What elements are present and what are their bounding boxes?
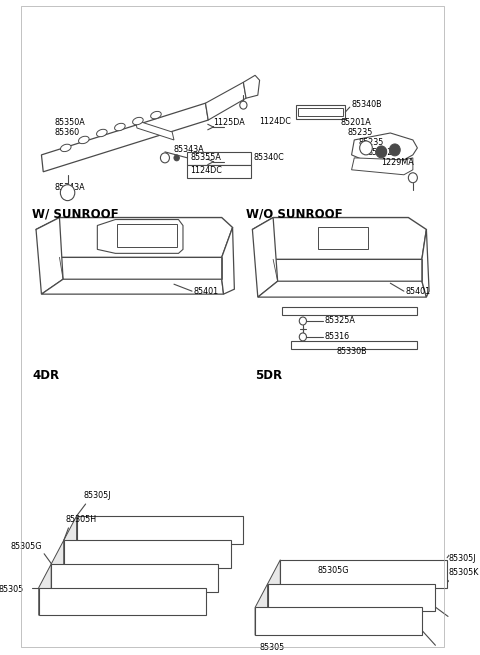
Text: 85305J: 85305J <box>84 491 111 500</box>
Ellipse shape <box>60 144 71 151</box>
Polygon shape <box>268 584 434 612</box>
Circle shape <box>240 101 247 109</box>
Polygon shape <box>36 217 233 257</box>
Polygon shape <box>243 75 260 98</box>
Text: 85340C: 85340C <box>253 153 284 162</box>
Bar <box>188 165 251 178</box>
Polygon shape <box>41 279 224 294</box>
Polygon shape <box>351 158 413 175</box>
Text: 85316: 85316 <box>324 332 349 341</box>
Polygon shape <box>351 133 418 162</box>
Polygon shape <box>222 227 234 294</box>
Polygon shape <box>51 540 64 591</box>
Text: W/O SUNROOF: W/O SUNROOF <box>246 208 343 221</box>
Text: 85355A: 85355A <box>190 153 221 162</box>
Circle shape <box>299 333 307 341</box>
Text: 1229MA: 1229MA <box>381 158 414 167</box>
Polygon shape <box>39 564 51 616</box>
Polygon shape <box>64 540 231 568</box>
Text: 1125DA: 1125DA <box>213 118 244 127</box>
Polygon shape <box>255 584 268 635</box>
Text: 85350A: 85350A <box>55 118 86 127</box>
Bar <box>299 108 343 116</box>
Polygon shape <box>77 516 243 544</box>
Text: 85235: 85235 <box>348 128 373 137</box>
Text: 85343A: 85343A <box>174 145 204 154</box>
Text: 85305K: 85305K <box>449 568 480 576</box>
Ellipse shape <box>151 111 161 119</box>
Bar <box>318 227 368 250</box>
Text: 1124DC: 1124DC <box>260 117 291 126</box>
Circle shape <box>408 173 418 183</box>
Text: 5DR: 5DR <box>255 369 282 382</box>
Polygon shape <box>258 281 426 297</box>
Text: 85202A: 85202A <box>368 148 399 157</box>
Text: 85305H: 85305H <box>66 515 97 524</box>
Text: 85360: 85360 <box>55 128 80 137</box>
Text: 85305: 85305 <box>0 585 24 593</box>
Text: 85305: 85305 <box>260 643 285 652</box>
Polygon shape <box>205 83 246 120</box>
Polygon shape <box>117 223 177 248</box>
Text: 1124DC: 1124DC <box>190 166 222 175</box>
Text: W/ SUNROOF: W/ SUNROOF <box>33 208 119 221</box>
Polygon shape <box>255 607 422 635</box>
Polygon shape <box>41 103 208 172</box>
Ellipse shape <box>132 117 143 124</box>
Circle shape <box>389 144 400 156</box>
Text: 85401: 85401 <box>406 287 431 296</box>
Polygon shape <box>280 560 447 588</box>
Text: 4DR: 4DR <box>33 369 60 382</box>
Polygon shape <box>268 560 280 612</box>
Polygon shape <box>64 516 77 568</box>
Text: 85235: 85235 <box>359 138 384 147</box>
Ellipse shape <box>79 136 89 143</box>
Circle shape <box>160 153 169 163</box>
Polygon shape <box>97 219 183 253</box>
Bar <box>296 105 345 119</box>
Polygon shape <box>135 120 174 140</box>
Text: 85201A: 85201A <box>341 118 372 127</box>
Text: 85343A: 85343A <box>55 183 85 192</box>
Polygon shape <box>51 564 218 591</box>
Polygon shape <box>252 217 426 259</box>
Text: 85401: 85401 <box>194 287 219 296</box>
Bar <box>188 152 251 165</box>
Polygon shape <box>36 217 63 294</box>
Circle shape <box>60 185 75 200</box>
Circle shape <box>376 146 387 158</box>
Circle shape <box>174 155 180 161</box>
Polygon shape <box>282 307 418 315</box>
Polygon shape <box>291 341 418 349</box>
Text: 85305J: 85305J <box>449 553 477 563</box>
Text: 85325A: 85325A <box>324 316 355 325</box>
Polygon shape <box>422 229 429 297</box>
Polygon shape <box>252 217 277 297</box>
Circle shape <box>360 141 372 155</box>
Text: 85305G: 85305G <box>11 542 42 551</box>
Ellipse shape <box>96 129 107 137</box>
Polygon shape <box>39 588 205 616</box>
Text: 85330B: 85330B <box>336 347 367 356</box>
Circle shape <box>299 317 307 325</box>
Ellipse shape <box>115 123 125 131</box>
Text: 85340B: 85340B <box>351 100 382 109</box>
Text: 85305G: 85305G <box>318 566 349 574</box>
